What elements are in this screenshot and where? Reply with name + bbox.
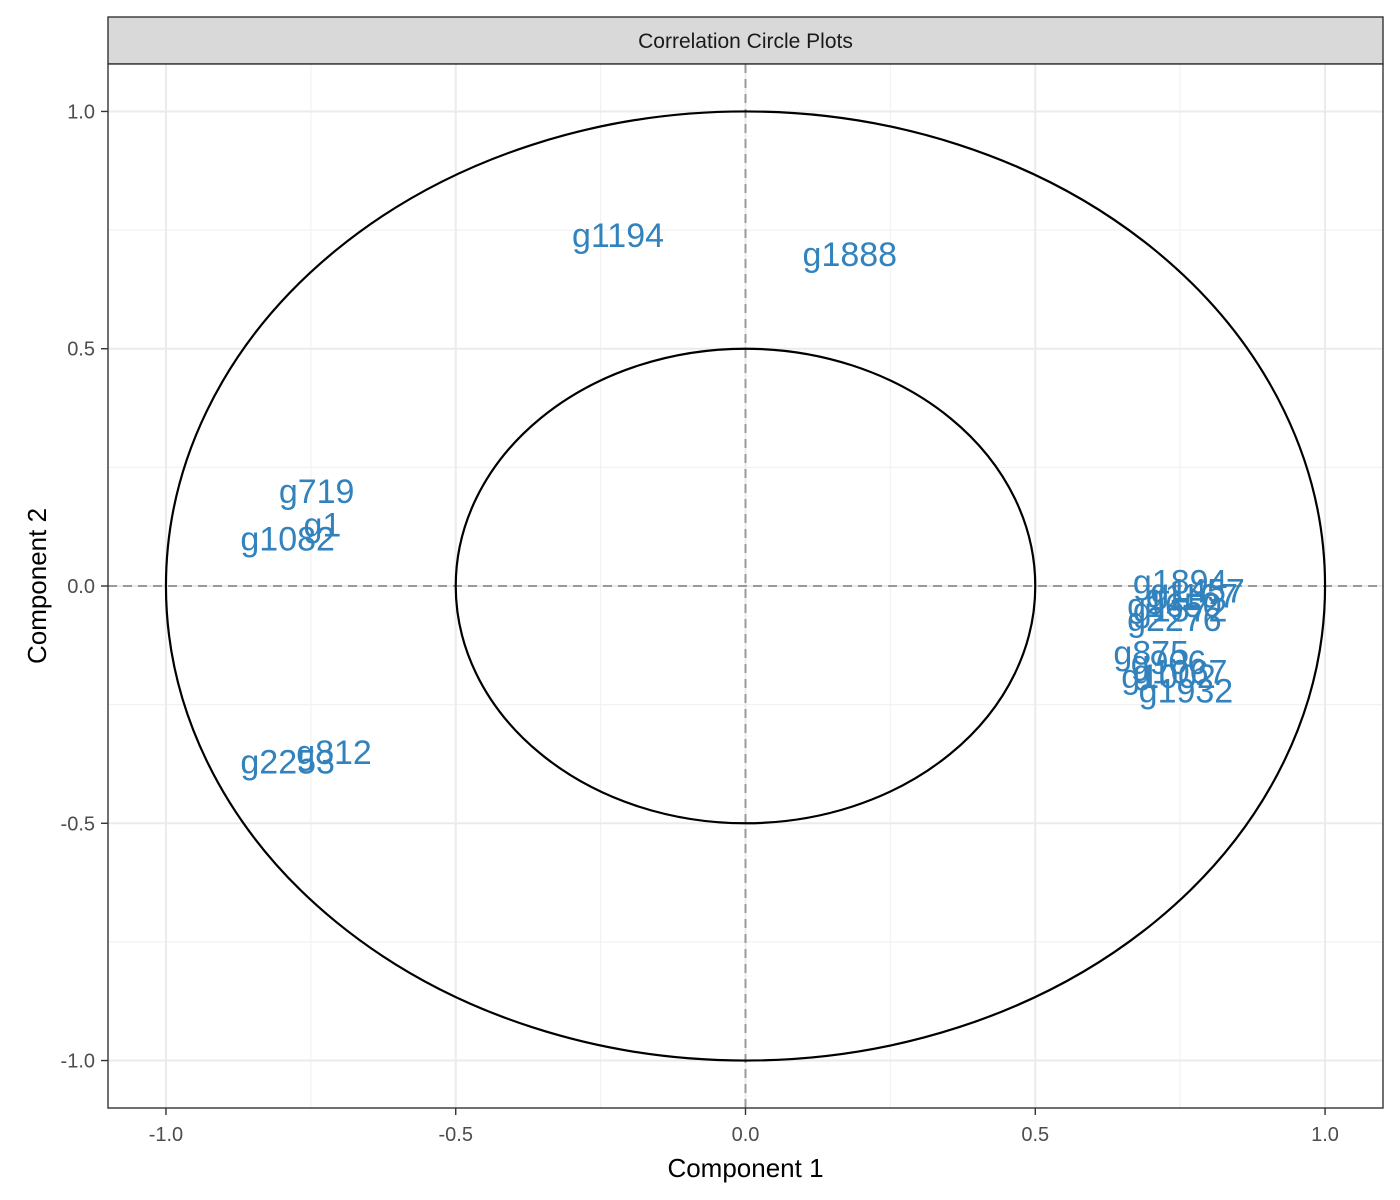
x-axis-title: Component 1	[667, 1153, 823, 1183]
variable-label: g1894	[1133, 563, 1228, 601]
variable-label: g1067	[1133, 653, 1228, 691]
correlation-circle	[164, 110, 1327, 1062]
x-tick-label: -0.5	[438, 1124, 472, 1146]
variable-label: g875	[1113, 634, 1189, 672]
variable-label: g1167	[1146, 577, 1238, 615]
correlation-circle	[454, 347, 1037, 825]
x-axis: -1.0 -0.5 0.0 0.5 1.0	[149, 1108, 1339, 1146]
facet-strip	[107, 16, 1384, 65]
variable-label: g906	[1131, 644, 1207, 682]
y-tick-label: -1.0	[61, 1051, 95, 1073]
correlation-circles	[164, 110, 1327, 1062]
variable-label: g1082	[240, 521, 335, 559]
variable-label: g812	[296, 734, 372, 772]
variable-label: g1932	[1139, 672, 1234, 710]
x-tick-label: -1.0	[149, 1124, 183, 1146]
variable-label: g1650	[1127, 587, 1222, 625]
x-tick-label: 0.5	[1021, 1124, 1049, 1146]
x-tick-label: 0.0	[732, 1124, 760, 1146]
y-tick-label: -0.5	[61, 813, 95, 835]
variable-label: g1194	[572, 217, 664, 255]
y-axis: -1.0 -0.5 0.0 0.5 1.0	[61, 101, 108, 1073]
variable-label: g1457	[1150, 573, 1245, 611]
y-tick-label: 1.0	[67, 101, 95, 123]
reference-lines	[108, 64, 1383, 1108]
x-tick-label: 1.0	[1311, 1124, 1339, 1146]
variable-label: g719	[279, 473, 355, 511]
chart-title: Correlation Circle Plots	[638, 30, 853, 53]
variable-label: g1002	[1121, 658, 1216, 696]
variable-label: g1888	[803, 236, 898, 274]
variable-label: g2253	[240, 744, 335, 782]
variable-label: g2276	[1127, 601, 1222, 639]
variable-label: g1572	[1133, 592, 1228, 630]
y-tick-label: 0.5	[67, 339, 95, 361]
y-axis-title: Component 2	[22, 508, 52, 664]
variable-label: g1	[304, 506, 342, 544]
y-tick-label: 0.0	[67, 576, 95, 598]
